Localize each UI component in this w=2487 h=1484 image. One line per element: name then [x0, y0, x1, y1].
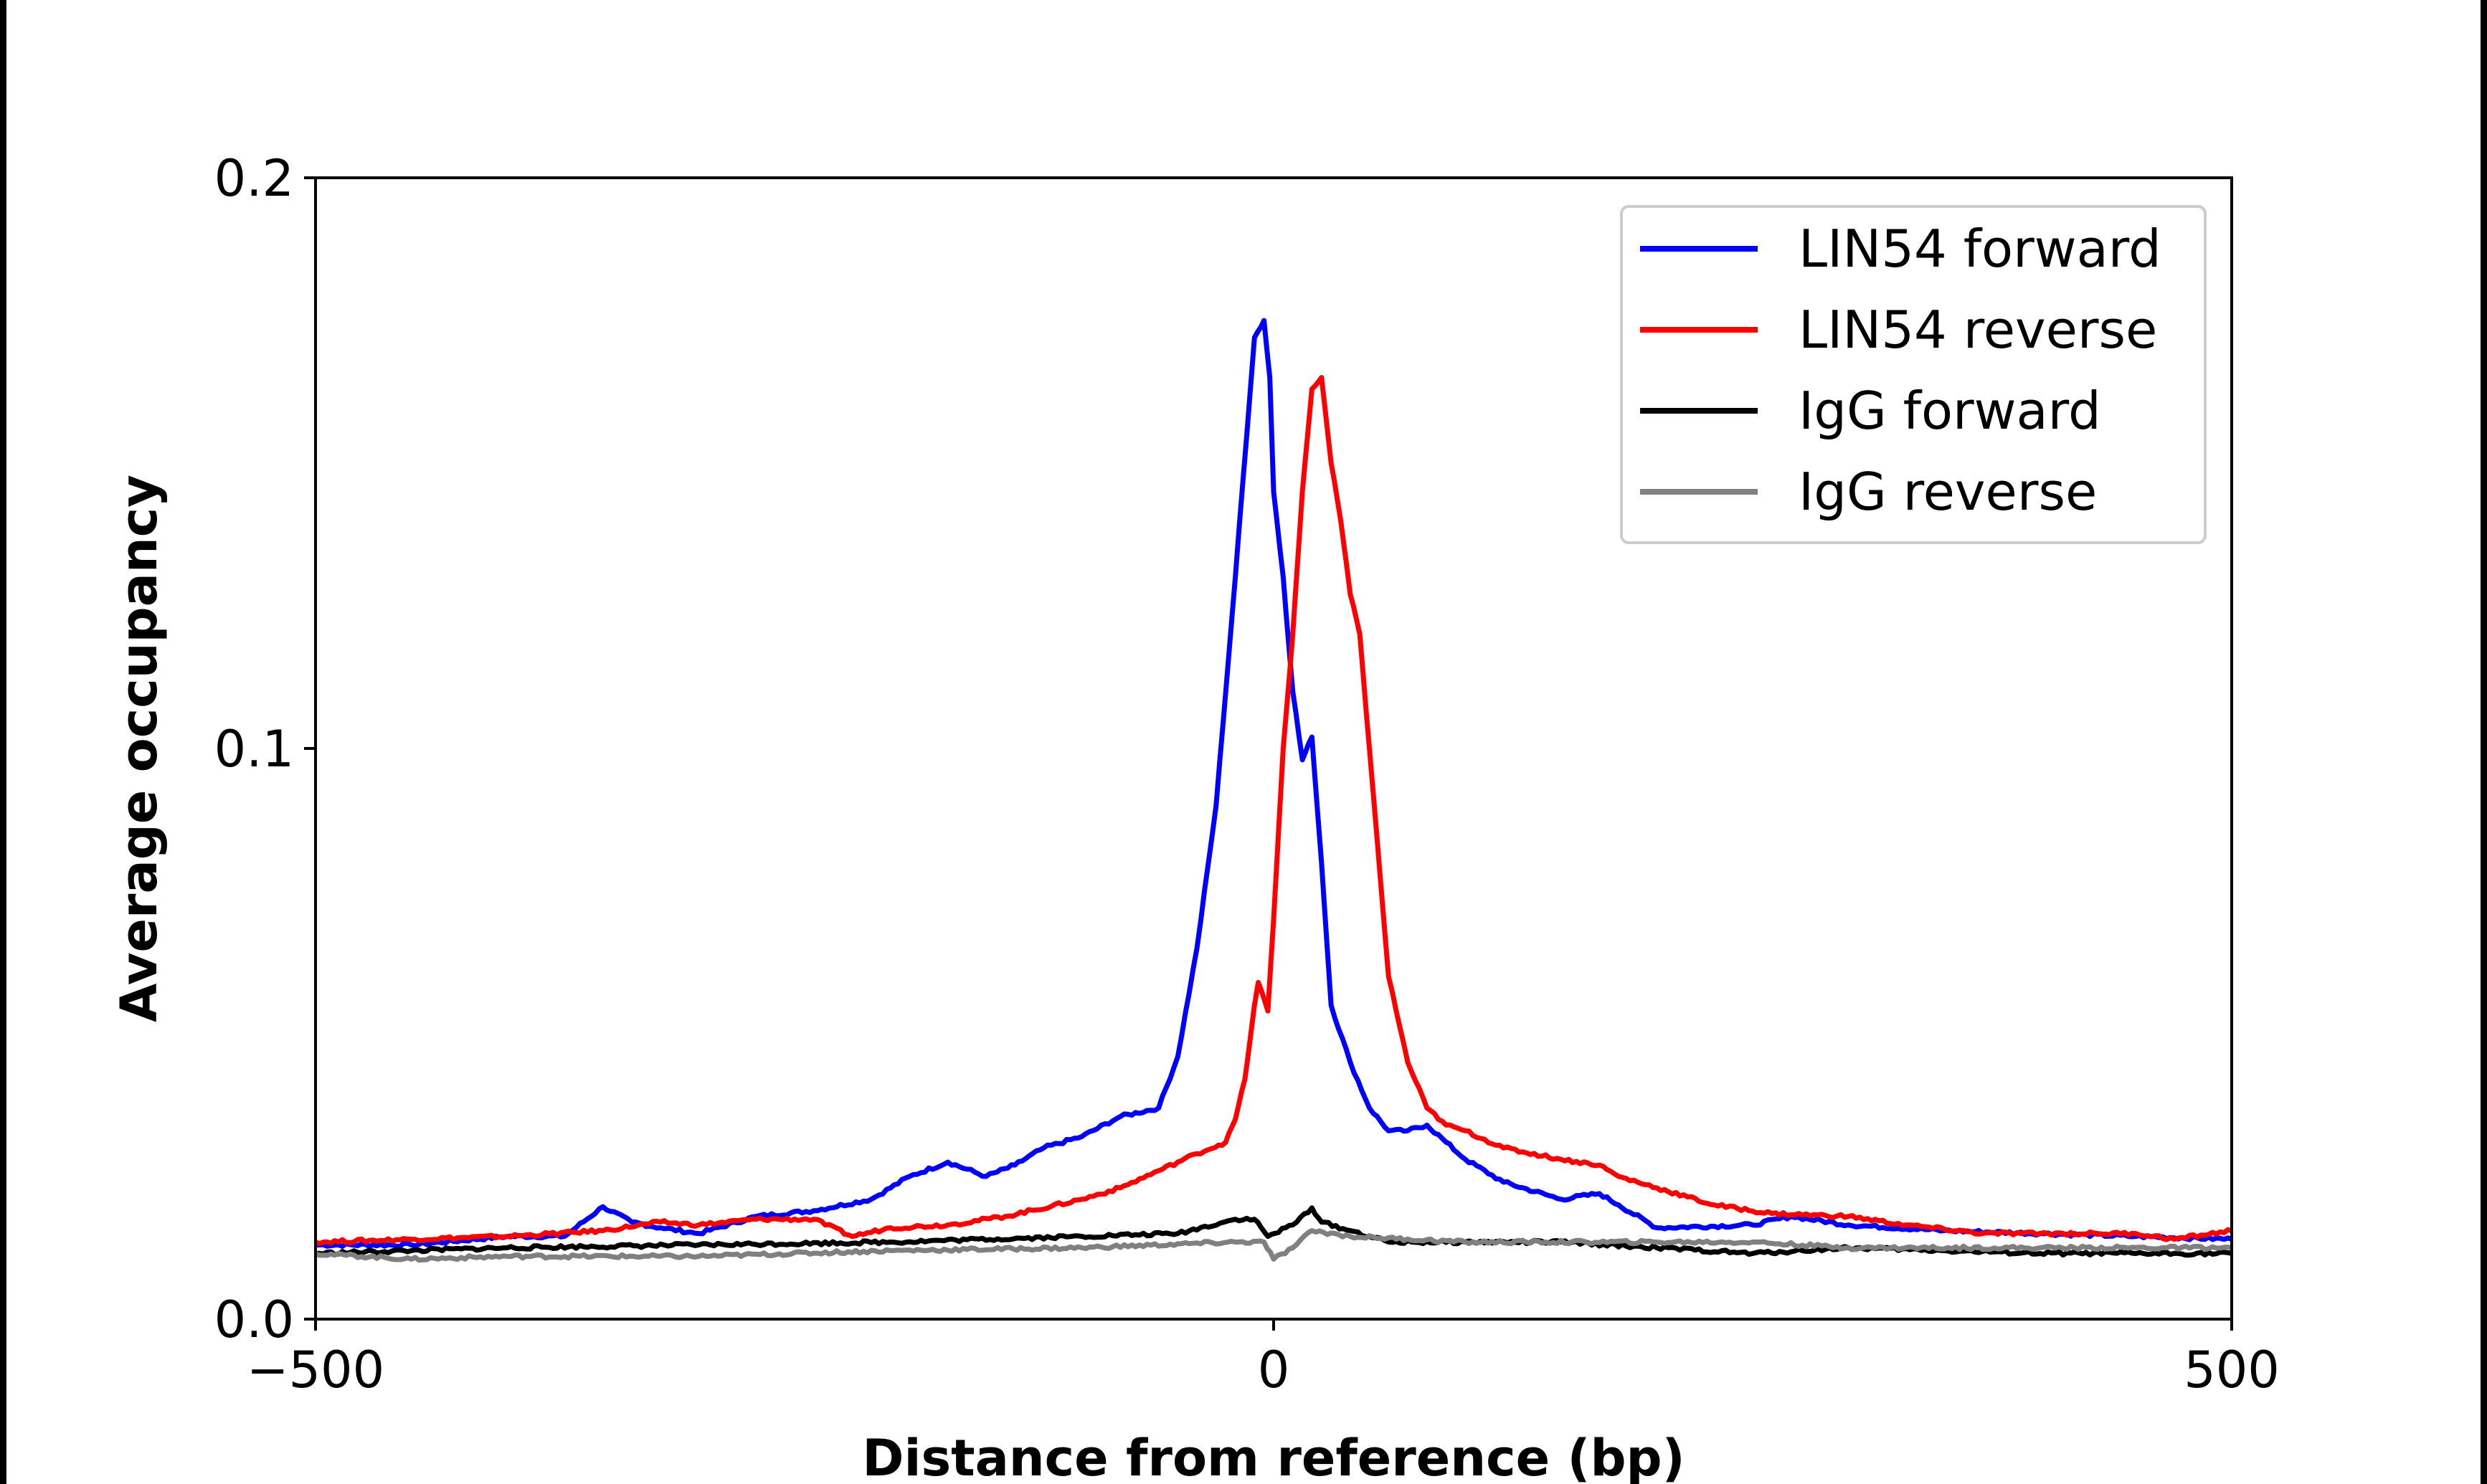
x-axis-label: Distance from reference (bp) [862, 1429, 1685, 1484]
x-tick-label: 500 [2184, 1341, 2280, 1399]
legend-label: LIN54 reverse [1799, 300, 2157, 360]
x-axis-ticks: −500 0 500 [247, 1319, 2280, 1399]
y-axis-label: Average occupancy [110, 475, 169, 1022]
legend-label: IgG reverse [1799, 462, 2097, 522]
series-line-lin54-forward [315, 318, 2233, 1250]
series-line-lin54-reverse [314, 375, 2232, 1247]
legend-box [1620, 205, 2207, 544]
series-layer [314, 318, 2233, 1263]
x-tick-label: 0 [1258, 1341, 1290, 1399]
y-tick-label: 0.0 [214, 1290, 294, 1349]
y-axis-ticks: 0.0 0.1 0.2 [214, 149, 316, 1349]
right-border [2481, 0, 2487, 1484]
legend-label: IgG forward [1799, 381, 2101, 441]
y-tick-label: 0.2 [214, 149, 294, 208]
legend-label: LIN54 forward [1799, 219, 2161, 279]
legend: LIN54 forward LIN54 reverse IgG forward IgG… [1620, 205, 2207, 544]
y-tick-label: 0.1 [214, 720, 294, 779]
series-line-igg-reverse [314, 1228, 2232, 1263]
x-tick-label: −500 [247, 1341, 384, 1399]
left-border [0, 0, 6, 1484]
